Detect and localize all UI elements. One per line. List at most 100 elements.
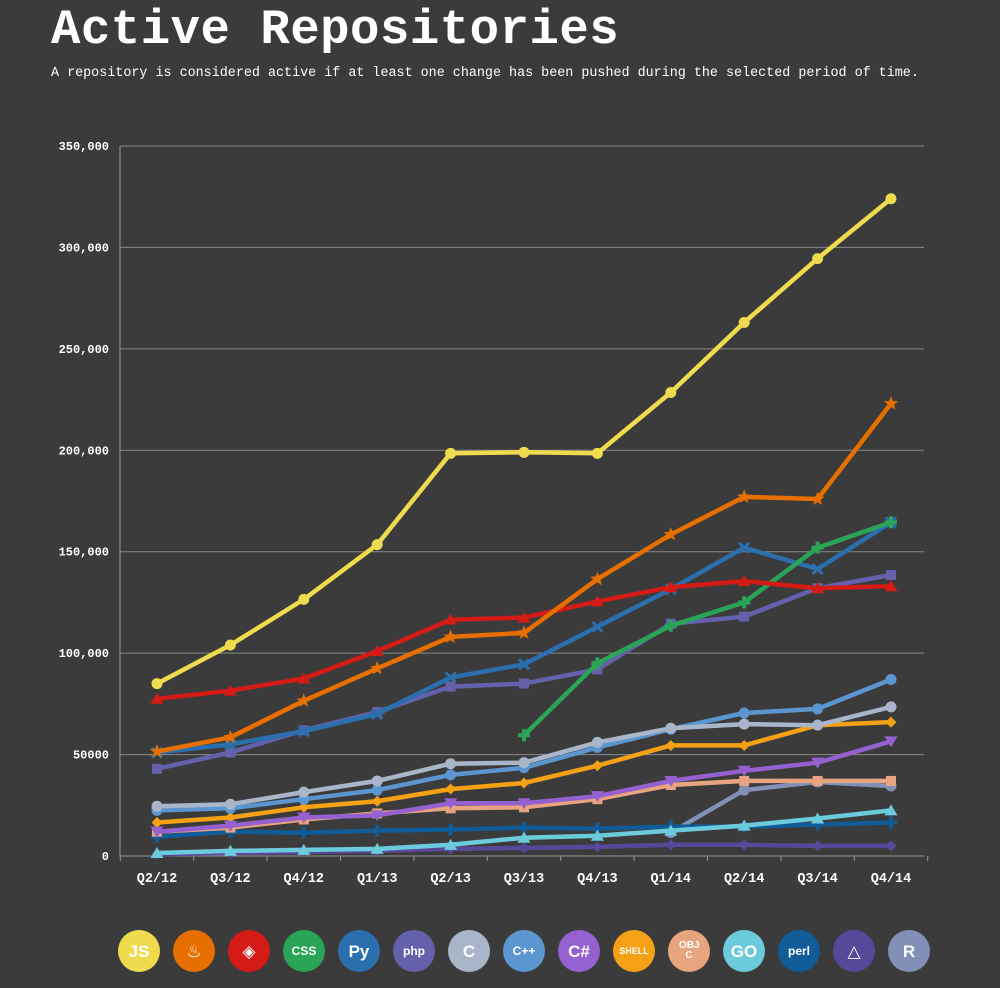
csharp-data-point [737, 765, 751, 777]
objective-c-data-point [812, 775, 823, 786]
csharp-data-point [370, 810, 384, 822]
javascript-data-point [665, 386, 677, 398]
objective-c-icon[interactable]: OBJ C [668, 930, 710, 972]
ruby-data-point [811, 582, 825, 594]
c-data-point [445, 758, 457, 770]
scala-icon[interactable]: △ [833, 930, 875, 972]
shell-icon-label: SHELL [619, 945, 649, 956]
ruby-data-point [223, 684, 237, 696]
shell-data-point [518, 777, 530, 789]
c-icon-label: C [462, 941, 476, 961]
scala-data-point [591, 841, 603, 853]
python-data-point [591, 620, 604, 633]
c-icon[interactable]: C [448, 930, 490, 972]
r-icon[interactable]: R [888, 930, 930, 972]
c-data-point [371, 775, 383, 787]
javascript-series-line [154, 196, 894, 686]
cpp-data-point [371, 784, 383, 796]
css-icon[interactable]: CSS [283, 930, 325, 972]
java-data-point [223, 729, 238, 744]
y-tick-label: 0 [102, 850, 109, 864]
php-icon-label: php [403, 944, 425, 958]
java-data-point [810, 491, 825, 505]
php-data-point [445, 681, 456, 692]
c-data-point [518, 757, 530, 769]
perl-icon[interactable]: perl [778, 930, 820, 972]
php-data-point [739, 611, 750, 622]
php-icon[interactable]: php [393, 930, 435, 972]
ruby-data-point [297, 672, 311, 684]
r-icon-label: R [902, 941, 916, 961]
ruby-data-point [444, 613, 458, 625]
csharp-data-point [811, 757, 825, 769]
go-data-point [297, 843, 311, 855]
y-tick-label: 150,000 [59, 546, 109, 560]
java-data-point [737, 489, 752, 503]
csharp-data-point [884, 736, 898, 748]
x-tick-label: Q1/13 [357, 872, 398, 887]
go-data-point [517, 831, 531, 843]
css-data-point [885, 516, 897, 529]
cpp-icon-label: C++ [512, 944, 536, 958]
css-data-point [738, 596, 751, 609]
y-tick-label: 100,000 [59, 647, 109, 661]
java-icon[interactable]: ♨ [173, 930, 215, 972]
y-tick-label: 50000 [73, 749, 109, 763]
javascript-data-point [151, 678, 163, 690]
shell-icon[interactable]: SHELL [613, 930, 655, 972]
python-data-point [811, 562, 824, 576]
x-tick-label: Q2/13 [430, 872, 471, 887]
shell-data-point [738, 739, 750, 751]
go-icon[interactable]: GO [723, 930, 765, 972]
c-data-point [665, 722, 677, 734]
shell-data-point [224, 811, 236, 823]
css-data-point [664, 619, 677, 632]
java-data-point [883, 396, 899, 410]
objective-c-data-point [886, 775, 896, 786]
javascript-icon[interactable]: JS [118, 930, 160, 972]
perl-data-point [591, 822, 604, 835]
python-icon[interactable]: Py [338, 930, 380, 972]
c-data-point [591, 736, 603, 748]
javascript-icon-label: JS [128, 941, 150, 961]
csharp-data-point [664, 775, 678, 787]
perl-icon-label: perl [787, 944, 810, 958]
python-data-point [517, 658, 531, 671]
javascript-data-point [224, 639, 236, 651]
csharp-data-point [223, 820, 237, 832]
cpp-icon[interactable]: C++ [503, 930, 545, 972]
shell-data-point [371, 795, 383, 807]
scala-data-point [665, 839, 677, 851]
y-tick-label: 250,000 [59, 343, 109, 357]
c-data-point [738, 718, 750, 730]
shell-data-point [151, 817, 163, 829]
x-tick-label: Q4/14 [871, 872, 912, 887]
go-data-point [664, 824, 678, 836]
javascript-data-point [591, 447, 603, 459]
css-series-line [521, 520, 894, 738]
go-data-point [444, 838, 458, 850]
active-repositories-chart: 0 50000 100,000 150,000 200,000 250,000 300,00… [59, 140, 929, 887]
python-data-point [444, 671, 457, 684]
x-tick-label: Q2/12 [137, 872, 178, 887]
css-data-point [591, 657, 604, 670]
shell-data-point [298, 801, 310, 813]
shell-data-point [591, 760, 603, 772]
java-data-point [590, 571, 605, 586]
ruby-icon[interactable]: ◈ [228, 930, 270, 972]
c-data-point [812, 719, 824, 731]
scala-data-point [812, 840, 824, 852]
objective-c-icon-label: OBJ C [679, 940, 700, 961]
css-data-point [518, 729, 530, 742]
shell-data-point [885, 716, 897, 728]
ruby-data-point [737, 575, 751, 587]
java-data-point [296, 693, 311, 707]
csharp-icon[interactable]: C# [558, 930, 600, 972]
perl-data-point [811, 818, 824, 831]
x-tick-label: Q3/14 [797, 872, 838, 887]
go-data-point [590, 829, 604, 841]
shell-data-point [445, 783, 457, 795]
go-data-point [811, 812, 825, 824]
ruby-data-point [370, 645, 384, 657]
cpp-data-point [885, 674, 897, 686]
